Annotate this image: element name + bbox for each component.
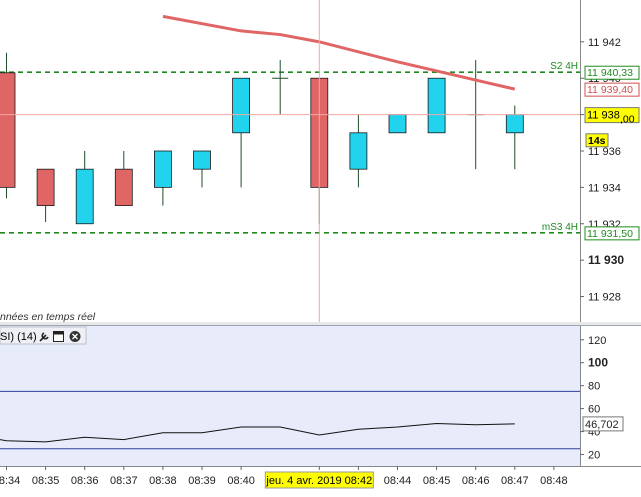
level-value-label: 11 931,50 [587,228,633,240]
candle-body [427,77,446,134]
indicator-title: SI) (14) [0,331,37,343]
indicator-series-line [0,423,515,443]
candle-body [193,150,211,170]
price-tick-label: 11 936 [588,146,621,158]
level-value-box [584,65,640,80]
time-tick-label: 08:45 [423,475,451,487]
indicator-tick-label: 80 [588,381,600,393]
indicator-current-label: 46,702 [585,419,619,431]
indicator-line [0,423,515,443]
indicator-header[interactable]: SI) (14) [0,326,87,345]
level-value-label: 11 940,33 [587,67,633,79]
candle-body [388,114,407,134]
candle-body [114,168,133,206]
price-tick-label: 11 942 [588,37,621,49]
indicator-tick-label: 60 [588,404,600,416]
candle-body [349,132,368,170]
indicator-current-value: 46,702 [582,416,624,432]
crosshair-time-text: jeu. 4 avr. 2019 08:42 [265,475,372,487]
ma-value-label: 11 939,40 [587,84,633,96]
level-value-box [584,226,640,241]
indicator-current-box [582,416,624,432]
support-levels: S2 4H mS3 4H [0,61,580,234]
price-panel[interactable]: S2 4H mS3 4H nnées en temps réel [0,0,580,466]
price-plot-background [0,0,580,322]
time-tick-label: 08:44 [384,475,412,487]
candle-body [75,168,94,225]
countdown-label: 14s [588,135,606,147]
current-price-box [584,107,640,124]
time-tick-label: 08:46 [462,475,490,487]
time-axis[interactable]: 08:3408:3508:3608:3708:3808:3908:4008:42… [0,466,641,492]
price-tick-label: 11 934 [588,182,621,194]
time-tick-label: 08:38 [149,475,177,487]
indicator-panel[interactable]: SI) (14) [0,326,580,466]
time-tick-label: 08:34 [0,475,20,487]
price-tick-label: 11 930 [588,253,624,267]
current-price-decimals: ,00 [620,114,635,126]
realtime-caption: nnées en temps réel [0,311,96,323]
time-tick-label: 08:48 [540,475,568,487]
candle-body [505,114,524,134]
time-tick-label: 08:39 [188,475,216,487]
level-name: mS3 4H [542,222,578,233]
close-icon[interactable] [69,331,81,342]
time-tick-label: 08:36 [71,475,99,487]
indicator-plot-background [0,326,580,466]
candle-body [36,168,55,206]
time-tick-label: 08:47 [501,475,529,487]
indicator-tick-label: 20 [588,450,600,462]
candle-body [0,72,16,188]
candles [0,52,524,225]
panel-separator[interactable] [0,322,641,325]
countdown-box [585,133,609,148]
current-price-label: 11 938 [587,110,620,122]
indicator-levels [0,390,580,450]
indicator-tick-label: 120 [588,335,606,347]
time-tick-label: 08:35 [32,475,60,487]
ma-value-box [584,82,640,97]
crosshair-time-box [264,471,374,489]
wrench-icon[interactable] [39,332,49,342]
level-name: S2 4H [550,61,578,72]
time-tick-label: 08:37 [110,475,138,487]
candle-body [232,77,251,134]
indicator-tick-label: 100 [588,356,608,370]
crosshair-time-label: jeu. 4 avr. 2019 08:42 [264,471,374,489]
price-markers: 11 940,33 11 931,50 11 939,40 11 938,00 14s [584,65,640,241]
time-tick-label: 08:40 [227,475,255,487]
window-icon[interactable] [53,331,64,342]
candle-body [153,150,172,188]
price-tick-label: 11 928 [588,292,621,304]
